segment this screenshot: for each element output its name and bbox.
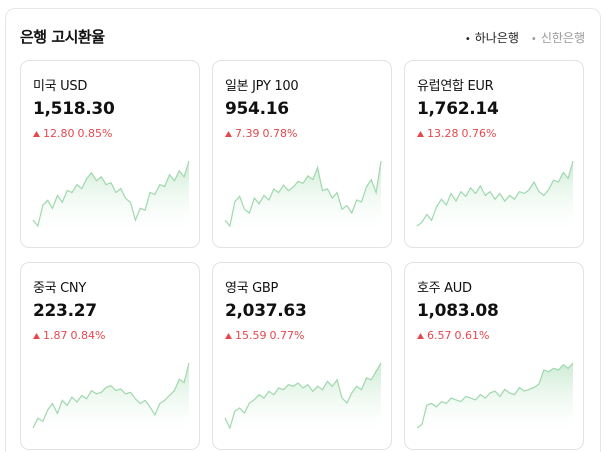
currency-name: 미국 USD [33,79,88,94]
rate-change: 1.87 0.84% [33,329,105,342]
up-arrow [33,332,40,339]
change-amount: 12.80 [43,127,75,140]
change-amount: 6.57 [427,329,452,342]
sparkline [224,160,382,238]
rate-value: 1,083.08 [417,301,499,321]
change-percent: 0.77% [269,329,305,342]
change-percent: 0.76% [461,127,497,140]
up-arrow-shape [33,130,40,137]
sparkline [224,362,382,440]
change-amount: 13.28 [427,127,459,140]
sparkline [32,160,190,238]
currency-name: 유럽연합 EUR [417,79,494,94]
rate-card[interactable]: 중국 CNY 223.27 1.87 0.84% [20,262,200,450]
currency-name: 일본 JPY 100 [225,79,299,94]
sparkline-area [33,161,189,238]
rate-card[interactable]: 호주 AUD 1,083.08 6.57 0.61% [404,262,584,450]
rate-value: 1,518.30 [33,99,115,119]
sparkline-area [417,363,573,440]
up-arrow-shape [33,332,40,339]
change-percent: 0.61% [454,329,490,342]
bank-tab[interactable]: 하나은행 [465,29,519,46]
sparkline-line [224,160,382,228]
rate-change: 13.28 0.76% [417,127,496,140]
change-percent: 0.84% [70,329,106,342]
exchange-panel [5,8,601,452]
change-percent: 0.85% [77,127,113,140]
rate-card[interactable]: 일본 JPY 100 954.16 7.39 0.78% [212,60,392,248]
change-amount: 15.59 [235,329,267,342]
sparkline-line [416,362,574,429]
up-arrow-shape [225,332,232,339]
up-arrow [417,130,424,137]
rate-card[interactable]: 유럽연합 EUR 1,762.14 13.28 0.76% [404,60,584,248]
currency-name: 중국 CNY [33,281,86,296]
sparkline-line [416,160,574,227]
sparkline-area [33,363,189,440]
up-arrow-shape [225,130,232,137]
rate-value: 223.27 [33,301,97,321]
change-amount: 1.87 [43,329,68,342]
bank-tabs: 하나은행 신한은행 [465,29,585,46]
rate-change: 6.57 0.61% [417,329,489,342]
sparkline-area [225,161,381,238]
sparkline-line [32,362,190,429]
rate-value: 954.16 [225,99,289,119]
currency-name: 영국 GBP [225,281,279,296]
sparkline-line [224,362,382,430]
sparkline [416,362,574,440]
rate-card[interactable]: 영국 GBP 2,037.63 15.59 0.77% [212,262,392,450]
sparkline-line [32,160,190,228]
rate-change: 7.39 0.78% [225,127,297,140]
change-percent: 0.78% [262,127,298,140]
rate-change: 12.80 0.85% [33,127,112,140]
up-arrow-shape [417,130,424,137]
up-arrow-shape [417,332,424,339]
up-arrow [417,332,424,339]
rate-value: 1,762.14 [417,99,499,119]
rate-change: 15.59 0.77% [225,329,304,342]
up-arrow [225,130,232,137]
currency-name: 호주 AUD [417,281,472,296]
up-arrow [225,332,232,339]
rate-value: 2,037.63 [225,301,307,321]
bank-tab[interactable]: 신한은행 [531,29,585,46]
panel-title: 은행 고시환율 [20,28,105,46]
rate-card[interactable]: 미국 USD 1,518.30 12.80 0.85% [20,60,200,248]
sparkline [32,362,190,440]
change-amount: 7.39 [235,127,260,140]
sparkline-area [225,363,381,440]
sparkline [416,160,574,238]
up-arrow [33,130,40,137]
